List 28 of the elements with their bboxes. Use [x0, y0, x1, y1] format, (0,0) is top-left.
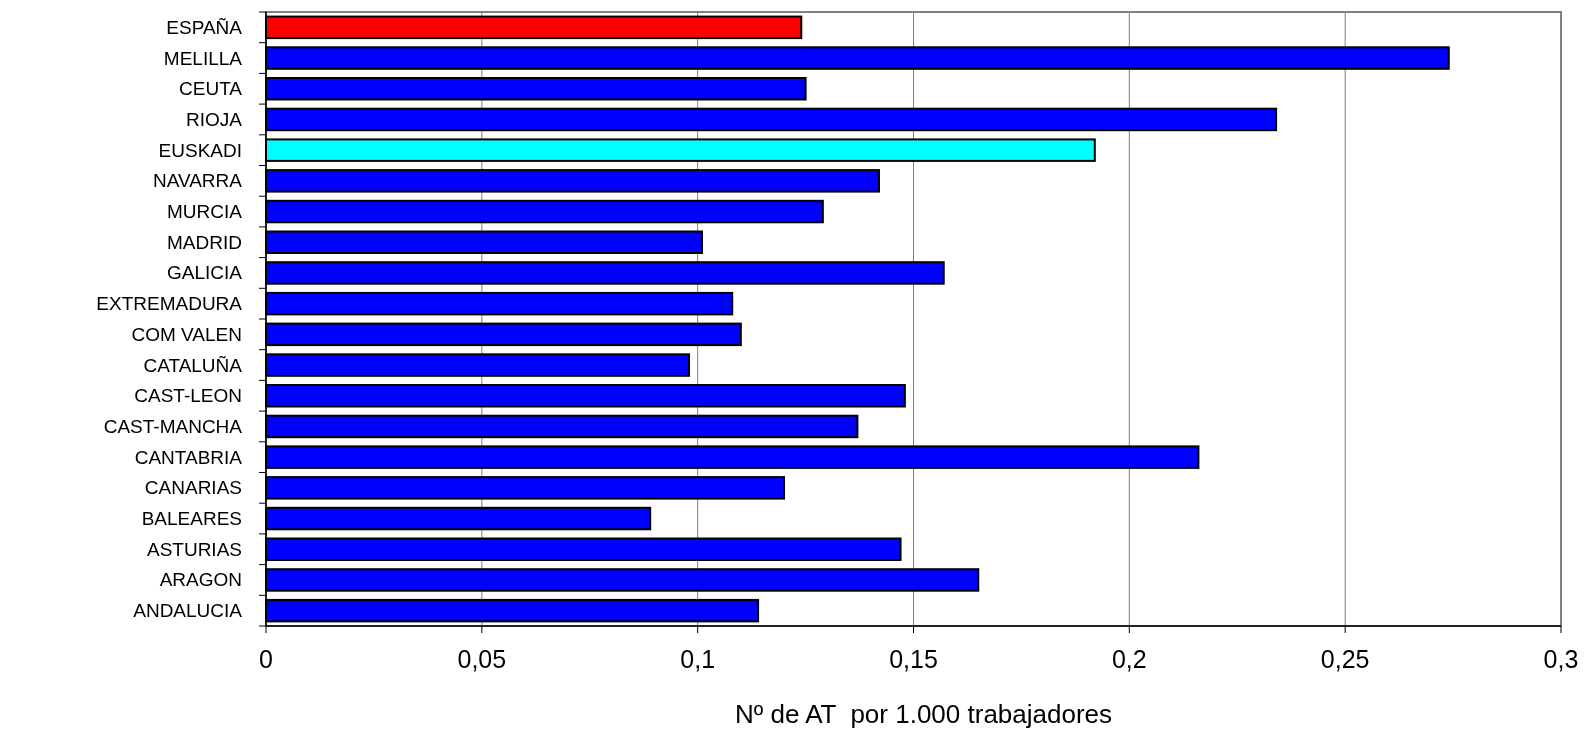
- y-tick-label: EXTREMADURA: [96, 293, 243, 315]
- x-tick-label: 0,3: [1543, 645, 1579, 673]
- x-tick-label: 0,15: [889, 645, 938, 673]
- y-tick-label: ASTURIAS: [146, 538, 242, 560]
- y-tick-label: COM VALEN: [131, 323, 242, 345]
- y-tick-label: RIOJA: [186, 108, 243, 130]
- y-tick-label: ARAGON: [159, 569, 242, 591]
- y-tick-label: CAST-MANCHA: [103, 415, 243, 437]
- y-tick-label: CEUTA: [179, 78, 243, 100]
- x-axis-title: Nº de AT por 1.000 trabajadores: [734, 699, 1113, 729]
- y-tick-label: BALEARES: [141, 508, 242, 530]
- y-tick-label: CATALUÑA: [143, 354, 243, 376]
- x-tick-label: 0,2: [1111, 645, 1147, 673]
- y-tick-label: CANARIAS: [144, 477, 242, 499]
- y-tick-label: ANDALUCIA: [133, 600, 243, 622]
- x-tick-label: 0,05: [457, 645, 507, 673]
- y-tick-label: MURCIA: [167, 201, 243, 223]
- y-tick-label: ESPAÑA: [166, 16, 243, 38]
- y-tick-label: GALICIA: [167, 262, 243, 284]
- x-tick-label: 0,1: [680, 645, 716, 673]
- y-tick-label: CAST-LEON: [134, 385, 242, 407]
- y-tick-label: MELILLA: [163, 47, 243, 69]
- y-tick-label: EUSKADI: [158, 139, 242, 161]
- y-tick-label: MADRID: [167, 231, 242, 253]
- x-tick-label: 0: [259, 645, 273, 673]
- y-tick-label: CANTABRIA: [134, 446, 243, 468]
- x-tick-label: 0,25: [1320, 645, 1370, 673]
- y-tick-label: NAVARRA: [152, 170, 243, 192]
